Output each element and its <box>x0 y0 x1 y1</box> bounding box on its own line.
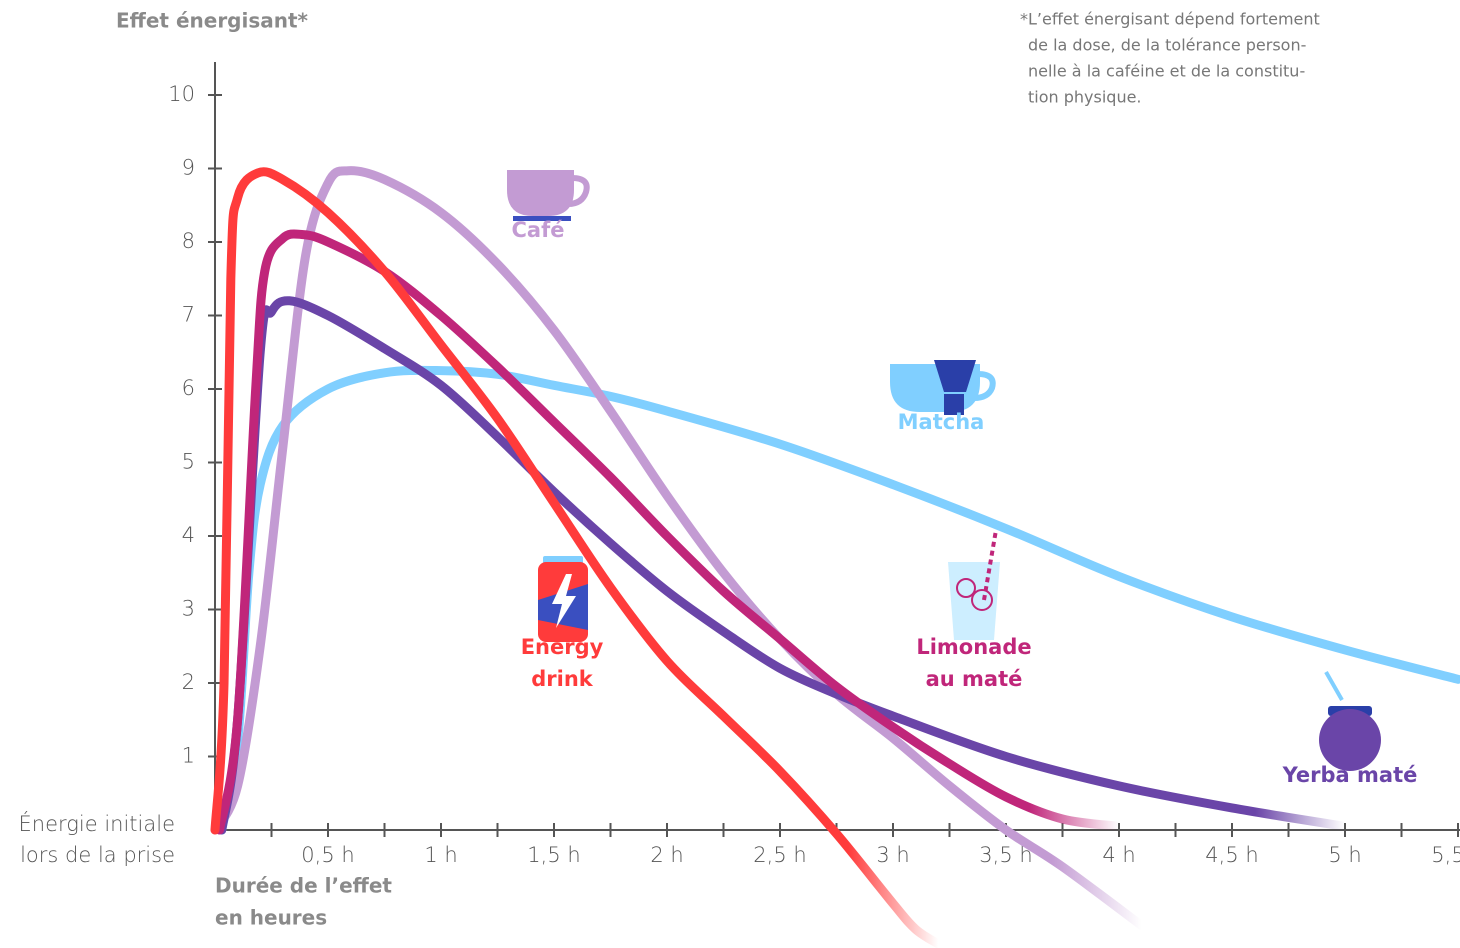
series-line <box>215 229 1124 835</box>
y-axis-label: Effet énergisant* <box>116 9 309 33</box>
x-tick-label: 5,5 h <box>1431 843 1460 867</box>
y-tick-label: 2 <box>182 670 195 694</box>
series-line <box>217 365 1460 835</box>
glass-icon <box>948 529 1000 640</box>
matcha-icon <box>890 360 996 415</box>
y-origin-label: Énergie initiale <box>19 811 175 836</box>
series-label: Yerba maté <box>1282 763 1418 787</box>
y-tick-label: 4 <box>182 523 195 547</box>
x-tick-label: 5 h <box>1328 843 1361 867</box>
footnote: de la dose, de la tolérance person- <box>1028 36 1306 55</box>
y-tick-label: 5 <box>182 450 195 474</box>
x-tick-label: 4 h <box>1102 843 1135 867</box>
series-line <box>210 166 1147 931</box>
x-tick-label: 3 h <box>876 843 909 867</box>
footnote: tion physique. <box>1028 88 1142 107</box>
y-origin-label: lors de la prise <box>20 843 175 867</box>
y-tick-label: 8 <box>182 229 195 253</box>
y-tick-label: 6 <box>182 376 195 400</box>
series-line <box>210 167 943 948</box>
y-tick-label: 10 <box>168 82 195 106</box>
x-tick-label: 2 h <box>650 843 683 867</box>
series-label: Matcha <box>897 410 985 434</box>
x-axis-label: Durée de l’effet <box>215 874 392 898</box>
y-tick-label: 3 <box>182 597 195 621</box>
footnote: nelle à la caféine et de la constitu- <box>1028 62 1305 81</box>
x-tick-label: 4,5 h <box>1205 843 1258 867</box>
x-tick-label: 2,5 h <box>753 843 806 867</box>
cafe-icon <box>507 170 590 221</box>
x-axis-label: en heures <box>215 906 327 930</box>
x-tick-label: 0,5 h <box>301 843 354 867</box>
series-label: Limonade au maté <box>916 635 1032 691</box>
gourd-icon <box>1319 671 1381 771</box>
can-icon <box>538 556 588 642</box>
x-tick-label: 1,5 h <box>527 843 580 867</box>
x-tick-label: 1 h <box>424 843 457 867</box>
y-tick-label: 9 <box>182 156 195 180</box>
series-label: Café <box>511 218 565 242</box>
series-label: Energy drink <box>520 635 604 691</box>
y-tick-label: 1 <box>182 744 195 768</box>
footnote: *L’effet énergisant dépend fortement <box>1020 10 1320 29</box>
y-tick-label: 7 <box>182 303 195 327</box>
series-line <box>217 296 1350 835</box>
